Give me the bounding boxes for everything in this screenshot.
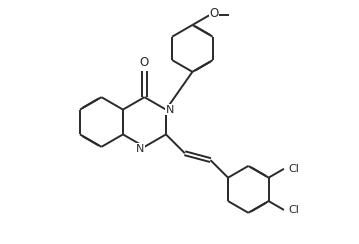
Text: Cl: Cl — [288, 205, 299, 215]
Text: N: N — [136, 144, 144, 154]
Text: N: N — [166, 105, 174, 115]
Text: Cl: Cl — [288, 164, 299, 174]
Text: O: O — [140, 56, 149, 69]
Text: O: O — [209, 7, 219, 20]
